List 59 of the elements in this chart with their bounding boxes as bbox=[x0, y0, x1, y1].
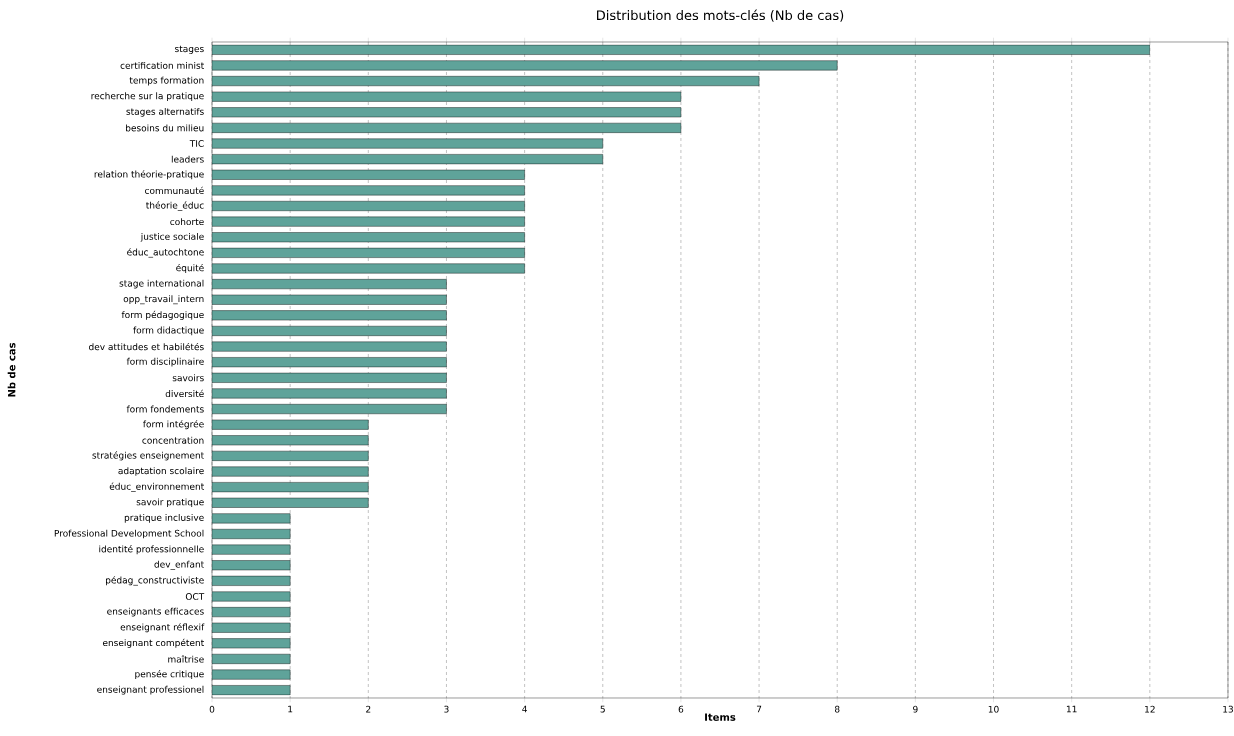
y-tick-label: besoins du milieu bbox=[126, 124, 204, 132]
y-tick-label: dev attitudes et habilétés bbox=[89, 342, 204, 351]
y-tick-label: pratique inclusive bbox=[124, 514, 204, 523]
y-tick-label: enseignant professionel bbox=[97, 685, 204, 695]
x-axis-title: Items bbox=[705, 713, 736, 721]
y-tick-label: temps formation bbox=[129, 76, 204, 86]
y-tick-label: communauté bbox=[145, 186, 204, 195]
y-tick-label: pensée critique bbox=[135, 670, 204, 680]
y-tick-label: diversité bbox=[165, 389, 204, 398]
y-tick-label: pédag_constructiviste bbox=[105, 576, 204, 586]
x-tick-label: 13 bbox=[1223, 705, 1233, 713]
x-tick-label: 6 bbox=[678, 705, 684, 713]
x-tick-label: 5 bbox=[600, 705, 605, 713]
y-tick-label: maîtrise bbox=[168, 655, 204, 663]
y-tick-label: théorie_éduc bbox=[146, 201, 204, 211]
y-tick-label: cohorte bbox=[170, 218, 204, 226]
y-tick-label: stage international bbox=[119, 279, 204, 289]
x-tick-label: 12 bbox=[1145, 705, 1155, 713]
y-tick-label: relation théorie-pratique bbox=[94, 170, 204, 180]
y-tick-label: enseignant compétent bbox=[102, 638, 204, 648]
y-tick-label: justice sociale bbox=[140, 232, 204, 242]
x-tick-label: 2 bbox=[366, 705, 371, 713]
y-tick-label: enseignants efficaces bbox=[107, 607, 204, 617]
y-tick-label: éduc_environnement bbox=[109, 482, 204, 492]
y-axis-title: Nb de cas bbox=[7, 342, 16, 397]
x-tick-label: 7 bbox=[756, 705, 762, 713]
x-tick-label: 4 bbox=[522, 705, 527, 713]
y-tick-label: OCT bbox=[185, 593, 205, 600]
y-tick-label: équité bbox=[176, 263, 204, 273]
y-tick-label: leaders bbox=[171, 155, 204, 163]
y-tick-label: form fondements bbox=[126, 405, 204, 413]
y-tick-label: form disciplinaire bbox=[126, 357, 204, 367]
y-tick-label: form pédagogique bbox=[121, 310, 204, 320]
y-tick-label: form intégrée bbox=[143, 420, 204, 430]
y-tick-label: form didactique bbox=[133, 326, 204, 336]
y-tick-label: concentration bbox=[142, 436, 204, 444]
chart-title: Distribution des mots-clés (Nb de cas) bbox=[597, 9, 844, 22]
x-tick-label: 10 bbox=[988, 705, 999, 713]
x-tick-label: 0 bbox=[209, 705, 215, 713]
y-tick-label: recherche sur la pratique bbox=[91, 92, 204, 102]
y-tick-label: identité professionnelle bbox=[99, 545, 204, 555]
x-tick-label: 11 bbox=[1066, 705, 1077, 713]
y-tick-label: Professional Development School bbox=[54, 529, 204, 539]
y-tick-label: savoir pratique bbox=[136, 498, 204, 508]
y-tick-label: stages bbox=[175, 45, 204, 54]
y-tick-label: savoirs bbox=[172, 374, 204, 382]
y-tick-label: enseignant réflexif bbox=[120, 623, 205, 633]
x-tick-label: 9 bbox=[913, 705, 918, 713]
y-tick-label: stratégies enseignement bbox=[92, 451, 204, 461]
y-tick-label: TIC bbox=[189, 140, 204, 147]
y-tick-label: adaptation scolaire bbox=[118, 467, 204, 476]
x-tick-label: 3 bbox=[444, 705, 449, 713]
y-tick-label: stages alternatifs bbox=[126, 107, 204, 117]
y-tick-label: éduc_autochtone bbox=[127, 248, 204, 258]
x-tick-label: 1 bbox=[288, 705, 293, 713]
x-tick-label: 8 bbox=[834, 705, 840, 713]
y-tick-label: opp_travail_intern bbox=[123, 295, 204, 305]
y-tick-label: dev_enfant bbox=[154, 560, 204, 570]
y-tick-label: certification minist bbox=[120, 61, 204, 69]
